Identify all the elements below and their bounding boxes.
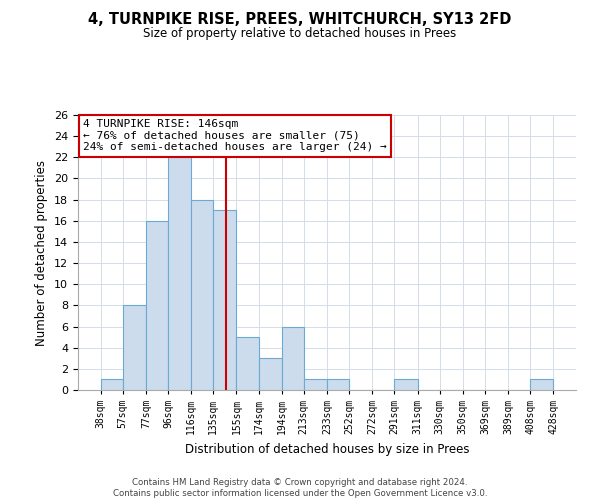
Bar <box>394 380 418 390</box>
Bar <box>213 210 236 390</box>
Bar <box>191 200 213 390</box>
X-axis label: Distribution of detached houses by size in Prees: Distribution of detached houses by size … <box>185 442 469 456</box>
Text: 4 TURNPIKE RISE: 146sqm
← 76% of detached houses are smaller (75)
24% of semi-de: 4 TURNPIKE RISE: 146sqm ← 76% of detache… <box>83 119 387 152</box>
Bar <box>146 221 168 390</box>
Bar <box>122 306 146 390</box>
Bar <box>168 158 191 390</box>
Text: Contains HM Land Registry data © Crown copyright and database right 2024.
Contai: Contains HM Land Registry data © Crown c… <box>113 478 487 498</box>
Text: 4, TURNPIKE RISE, PREES, WHITCHURCH, SY13 2FD: 4, TURNPIKE RISE, PREES, WHITCHURCH, SY1… <box>88 12 512 28</box>
Bar <box>304 380 327 390</box>
Text: Size of property relative to detached houses in Prees: Size of property relative to detached ho… <box>143 28 457 40</box>
Bar <box>236 337 259 390</box>
Bar <box>327 380 349 390</box>
Y-axis label: Number of detached properties: Number of detached properties <box>35 160 49 346</box>
Bar <box>282 326 304 390</box>
Bar <box>101 380 122 390</box>
Bar <box>259 358 282 390</box>
Bar <box>530 380 553 390</box>
